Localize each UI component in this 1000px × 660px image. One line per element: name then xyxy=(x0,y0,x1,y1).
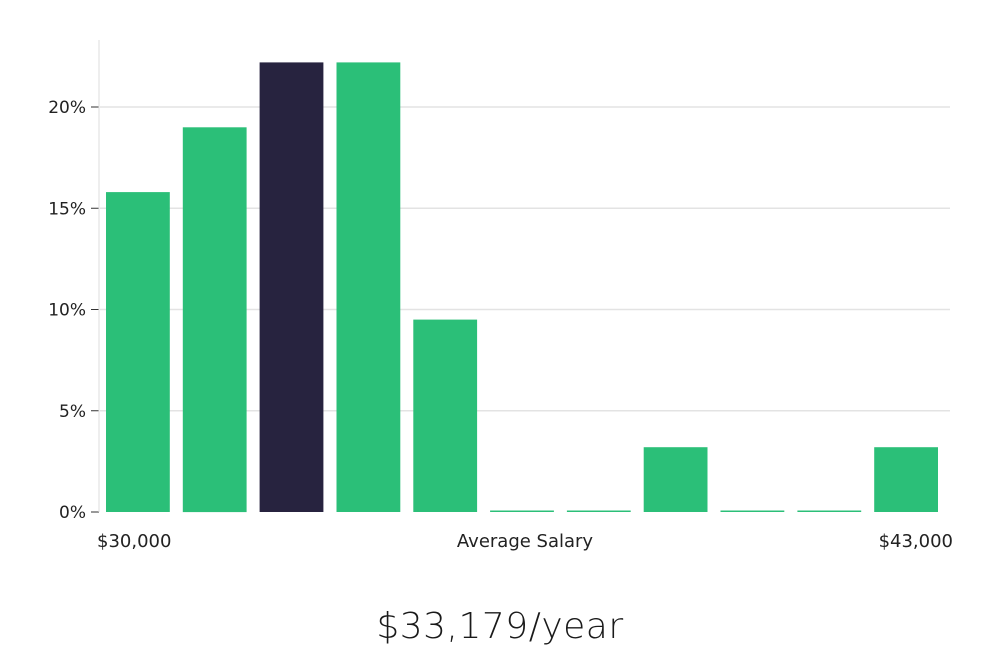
bar xyxy=(182,127,247,513)
bar xyxy=(490,510,554,512)
average-salary-value: $33,179/year xyxy=(376,606,624,647)
y-tick-label: 0% xyxy=(59,503,86,523)
salary-histogram: 0% 5% 10% 15% 20% $30,000 Average Salary $43… xyxy=(48,40,953,552)
y-tick-label: 10% xyxy=(48,301,86,321)
y-tick-label: 15% xyxy=(48,199,86,219)
x-axis-title: Average Salary xyxy=(457,531,594,552)
bar xyxy=(566,510,631,512)
bar xyxy=(720,510,785,512)
y-tick-label: 5% xyxy=(59,402,86,422)
bar xyxy=(413,319,478,512)
y-axis-ticks: 0% 5% 10% 15% 20% xyxy=(48,98,99,523)
bar xyxy=(874,447,938,512)
x-min-label: $30,000 xyxy=(97,531,171,552)
x-max-label: $43,000 xyxy=(879,531,953,552)
bar xyxy=(106,192,170,512)
bar xyxy=(643,447,708,512)
bar xyxy=(336,62,401,513)
y-tick-label: 20% xyxy=(48,98,86,118)
bar-highlighted xyxy=(259,62,324,513)
bars xyxy=(106,62,938,513)
bar xyxy=(797,510,862,512)
